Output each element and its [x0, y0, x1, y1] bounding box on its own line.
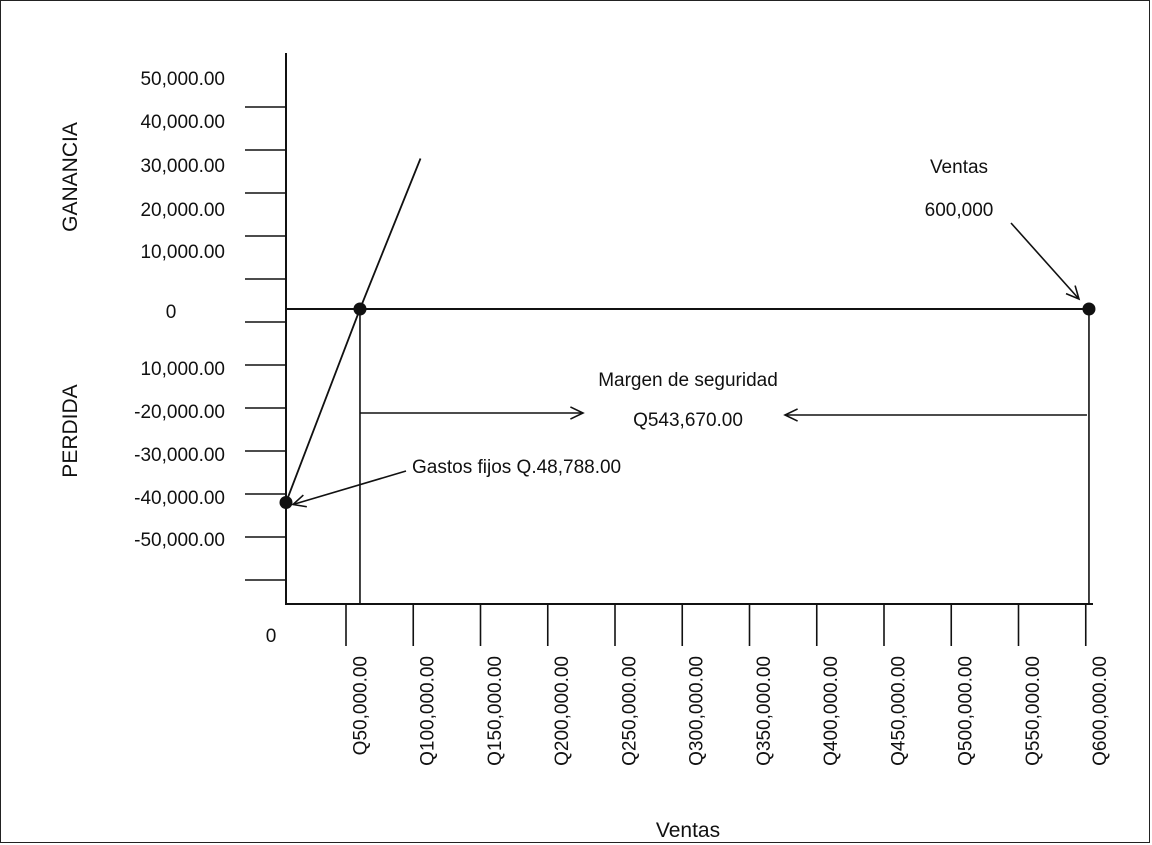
y-tick-label: 10,000.00: [140, 359, 225, 380]
sales-title: Ventas: [930, 157, 988, 178]
y-tick-label: -20,000.00: [134, 402, 225, 423]
x-tick-label: Q600,000.00: [1090, 656, 1111, 766]
safety-margin-arrow-left-head: [783, 408, 798, 422]
y-tick-label: 0: [166, 302, 177, 323]
x-tick-label: Q150,000.00: [485, 656, 506, 766]
fixed-costs-arrow: [292, 470, 407, 506]
y-tick-label: -40,000.00: [134, 488, 225, 509]
y-tick-label: 50,000.00: [140, 69, 225, 90]
y-tick-label: 40,000.00: [140, 112, 225, 133]
sales-arrow-head: [1065, 285, 1081, 301]
x-axis-title: Ventas: [656, 819, 720, 842]
x-tick-label: Q100,000.00: [418, 656, 439, 766]
ticks: [245, 106, 1087, 646]
x-tick-label: Q50,000.00: [350, 656, 371, 755]
x-tick-label: Q200,000.00: [552, 656, 573, 766]
fixed-costs-label: Gastos fijos Q.48,788.00: [412, 457, 621, 478]
safety-margin-value: Q543,670.00: [633, 410, 743, 431]
fixed-costs-arrow-head: [291, 494, 307, 508]
y-axis-title-bottom: PERDIDA: [59, 384, 82, 477]
axes: [285, 53, 1093, 605]
y-tick-label: -30,000.00: [134, 445, 225, 466]
y-tick-label: 10,000.00: [140, 242, 225, 263]
sales-value: 600,000: [925, 200, 994, 221]
y-axis-title-top: GANANCIA: [59, 122, 82, 232]
x-origin-label: 0: [266, 626, 277, 647]
y-tick-label: 20,000.00: [140, 200, 225, 221]
y-tick-label: -50,000.00: [134, 530, 225, 551]
x-tick-label: Q550,000.00: [1023, 656, 1044, 766]
x-tick-label: Q300,000.00: [687, 656, 708, 766]
profit-line: [285, 158, 422, 503]
series: [279, 158, 1096, 604]
x-tick-label: Q350,000.00: [754, 656, 775, 766]
breakeven-point: [353, 302, 367, 316]
safety-margin-title: Margen de seguridad: [598, 370, 778, 391]
x-tick-label: Q500,000.00: [956, 656, 977, 766]
labels: 50,000.00 40,000.00 30,000.00 20,000.00 10,0…: [59, 69, 1111, 842]
fixed-costs-point: [279, 496, 293, 509]
x-tick-label: Q400,000.00: [821, 656, 842, 766]
annotations: Gastos fijos Q.48,788.00 Ventas 600,000 Mar…: [291, 157, 1087, 508]
x-tick-label: Q450,000.00: [888, 656, 909, 766]
x-tick-label: Q250,000.00: [619, 656, 640, 766]
y-tick-label: 30,000.00: [140, 156, 225, 177]
sales-point: [1082, 302, 1096, 316]
sales-arrow: [1010, 222, 1080, 300]
safety-margin-arrow-right-head: [570, 406, 585, 420]
